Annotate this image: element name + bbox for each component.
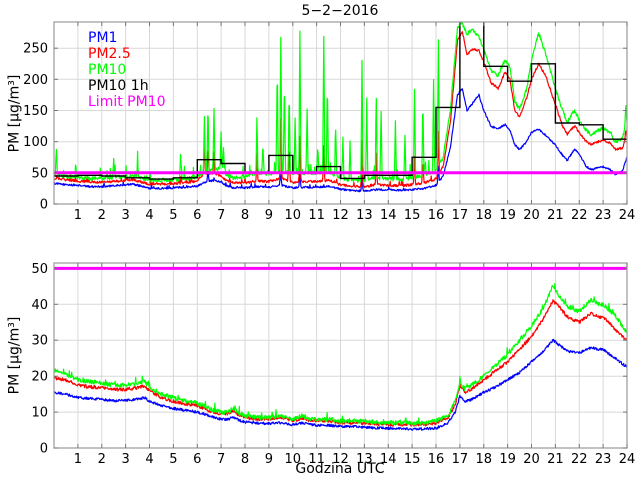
legend-item-pm2-5: PM2.5 bbox=[88, 46, 131, 62]
x-tick-label: 23 bbox=[595, 452, 612, 467]
y-tick-label: 50 bbox=[31, 166, 48, 181]
x-tick-label: 20 bbox=[523, 208, 540, 223]
y-tick-label: 250 bbox=[23, 42, 48, 57]
x-tick-label: 14 bbox=[380, 452, 397, 467]
x-tick-label: 3 bbox=[121, 208, 129, 223]
x-axis-label: Godzina UTC bbox=[295, 461, 385, 477]
y-tick-label: 200 bbox=[23, 73, 48, 88]
y-axis-label-bottom: PM [µg/m³] bbox=[6, 316, 23, 395]
y-tick-label: 150 bbox=[23, 104, 48, 119]
y-tick-label: 40 bbox=[31, 298, 48, 313]
x-tick-label: 17 bbox=[452, 452, 469, 467]
legend-item-pm10-1h: PM10 1h bbox=[88, 78, 149, 94]
series-pm1 bbox=[54, 88, 627, 193]
x-tick-label: 9 bbox=[265, 452, 273, 467]
x-tick-label: 4 bbox=[145, 452, 153, 467]
x-tick-label: 15 bbox=[404, 452, 421, 467]
legend: PM1 PM2.5 PM10 PM10 1h Limit PM10 bbox=[88, 30, 166, 110]
series-pm10 bbox=[54, 282, 627, 426]
x-tick-label: 24 bbox=[619, 452, 636, 467]
x-tick-label: 10 bbox=[285, 208, 302, 223]
y-tick-label: 0 bbox=[40, 198, 48, 213]
x-tick-label: 1 bbox=[74, 208, 82, 223]
x-tick-label: 5 bbox=[169, 208, 177, 223]
x-tick-label: 1 bbox=[74, 452, 82, 467]
legend-item-limit-pm10: Limit PM10 bbox=[88, 94, 166, 110]
x-tick-label: 4 bbox=[145, 208, 153, 223]
x-tick-label: 11 bbox=[308, 452, 325, 467]
series-pm10-1h bbox=[54, 22, 627, 180]
series-pm1 bbox=[54, 338, 627, 431]
x-tick-label: 19 bbox=[499, 452, 516, 467]
y-tick-label: 30 bbox=[31, 334, 48, 349]
x-tick-label: 2 bbox=[98, 208, 106, 223]
x-tick-label: 11 bbox=[308, 208, 325, 223]
y-tick-label: 10 bbox=[31, 406, 48, 421]
x-tick-label: 5 bbox=[169, 452, 177, 467]
y-tick-label: 50 bbox=[31, 262, 48, 277]
x-tick-label: 2 bbox=[98, 452, 106, 467]
x-tick-label: 13 bbox=[356, 452, 373, 467]
x-tick-label: 7 bbox=[217, 208, 225, 223]
x-tick-label: 19 bbox=[499, 208, 516, 223]
x-tick-label: 21 bbox=[547, 208, 564, 223]
x-tick-label: 10 bbox=[285, 452, 302, 467]
x-tick-label: 23 bbox=[595, 208, 612, 223]
x-tick-label: 15 bbox=[404, 208, 421, 223]
x-tick-label: 12 bbox=[332, 452, 349, 467]
x-tick-label: 8 bbox=[241, 452, 249, 467]
x-tick-label: 13 bbox=[356, 208, 373, 223]
legend-item-pm10: PM10 bbox=[88, 62, 127, 78]
y-tick-label: 100 bbox=[23, 135, 48, 150]
x-tick-label: 22 bbox=[571, 208, 588, 223]
x-tick-label: 14 bbox=[380, 208, 397, 223]
x-tick-label: 18 bbox=[476, 208, 493, 223]
x-tick-label: 21 bbox=[547, 452, 564, 467]
plot-area-1 bbox=[54, 266, 627, 431]
y-tick-label: 0 bbox=[40, 442, 48, 457]
legend-item-pm1: PM1 bbox=[88, 30, 118, 46]
x-tick-label: 16 bbox=[428, 452, 445, 467]
x-tick-label: 22 bbox=[571, 452, 588, 467]
x-tick-label: 20 bbox=[523, 452, 540, 467]
x-tick-label: 6 bbox=[193, 208, 201, 223]
x-tick-label: 17 bbox=[452, 208, 469, 223]
x-tick-label: 6 bbox=[193, 452, 201, 467]
y-tick-label: 20 bbox=[31, 370, 48, 385]
chart-title: 5−2−2016 bbox=[301, 3, 379, 19]
x-tick-label: 9 bbox=[265, 208, 273, 223]
y-axis-label-top: PM [µg/m³] bbox=[6, 74, 23, 153]
x-tick-label: 12 bbox=[332, 208, 349, 223]
x-tick-label: 7 bbox=[217, 452, 225, 467]
x-tick-label: 16 bbox=[428, 208, 445, 223]
x-tick-label: 18 bbox=[476, 452, 493, 467]
x-tick-label: 8 bbox=[241, 208, 249, 223]
plot-area-0 bbox=[54, 22, 627, 193]
x-tick-label: 24 bbox=[619, 208, 636, 223]
x-tick-label: 3 bbox=[121, 452, 129, 467]
